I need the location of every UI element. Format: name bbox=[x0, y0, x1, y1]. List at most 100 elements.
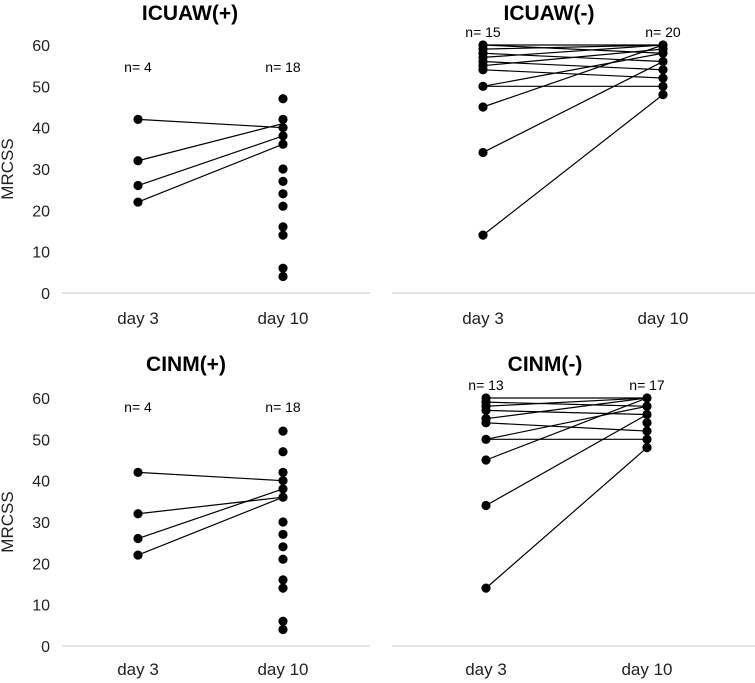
data-point-day10 bbox=[278, 222, 288, 232]
data-point-day10 bbox=[278, 230, 288, 240]
n-count-label: n= 15 bbox=[465, 24, 501, 40]
paired-line bbox=[482, 44, 664, 108]
data-point-day3 bbox=[481, 434, 491, 444]
data-point-day10 bbox=[278, 529, 288, 540]
chart-title: ICUAW(+) bbox=[142, 2, 238, 25]
paired-line bbox=[485, 422, 648, 432]
data-point-day10 bbox=[278, 426, 288, 436]
data-point-day10 bbox=[642, 434, 652, 444]
data-point-day3 bbox=[133, 467, 143, 477]
y-axis-label: MRCSS bbox=[0, 491, 17, 552]
paired-line bbox=[482, 94, 664, 236]
y-tick-label: 20 bbox=[32, 203, 50, 220]
y-tick-label: 40 bbox=[32, 474, 50, 491]
data-point-day3 bbox=[133, 156, 143, 166]
data-point-day3 bbox=[133, 180, 143, 191]
paired-line bbox=[137, 496, 284, 556]
data-point-day3 bbox=[133, 114, 143, 124]
data-point-day3 bbox=[481, 418, 491, 428]
chart-title: CINM(-) bbox=[508, 353, 583, 376]
x-tick-label: day 10 bbox=[257, 309, 308, 328]
paired-line bbox=[485, 397, 648, 420]
n-count-label: n= 13 bbox=[468, 377, 504, 393]
data-point-day10 bbox=[658, 65, 668, 75]
data-point-day10 bbox=[278, 624, 288, 635]
data-point-day10 bbox=[642, 401, 652, 411]
data-point-day10 bbox=[658, 81, 668, 91]
data-point-day10 bbox=[278, 554, 288, 564]
chart-panel-2: ICUAW(-) day 3 day 10 n= 15 n= 20 bbox=[392, 2, 755, 328]
data-point-day10 bbox=[278, 616, 288, 626]
paired-line bbox=[485, 409, 648, 416]
data-point-day10 bbox=[278, 467, 288, 477]
paired-line bbox=[485, 397, 648, 407]
y-tick-label: 0 bbox=[41, 286, 50, 303]
paired-line bbox=[482, 69, 664, 79]
data-point-day10 bbox=[278, 114, 288, 124]
data-point-day10 bbox=[278, 123, 288, 133]
data-point-day10 bbox=[278, 176, 288, 186]
data-point-day10 bbox=[278, 447, 288, 457]
x-tick-label: day 3 bbox=[462, 309, 504, 328]
paired-line bbox=[485, 414, 648, 506]
paired-line bbox=[137, 122, 284, 162]
paired-line bbox=[137, 118, 284, 129]
data-point-day3 bbox=[133, 197, 143, 207]
paired-line bbox=[482, 60, 664, 154]
data-point-day10 bbox=[278, 94, 288, 104]
data-point-day10 bbox=[642, 393, 652, 403]
data-point-day10 bbox=[278, 583, 288, 593]
data-point-day10 bbox=[658, 90, 668, 100]
data-point-day10 bbox=[278, 201, 288, 211]
chart-panel-1: ICUAW(+) 0 10 20 30 40 50 60 MRCSS day 3 day 10 n= … bbox=[0, 2, 370, 328]
paired-line bbox=[482, 52, 664, 87]
data-point-day3 bbox=[478, 65, 488, 75]
data-point-day3 bbox=[478, 230, 488, 240]
n-count-label: n= 18 bbox=[265, 59, 301, 75]
data-point-day10 bbox=[278, 263, 288, 273]
data-point-day10 bbox=[278, 575, 288, 585]
data-point-day10 bbox=[642, 426, 652, 436]
data-point-day10 bbox=[658, 56, 668, 67]
x-tick-label: day 3 bbox=[117, 309, 159, 328]
y-tick-label: 10 bbox=[32, 598, 50, 615]
y-tick-label: 60 bbox=[32, 391, 50, 408]
y-tick-label: 30 bbox=[32, 515, 50, 532]
data-point-day10 bbox=[278, 484, 288, 494]
n-count-label: n= 4 bbox=[124, 399, 152, 415]
data-point-day3 bbox=[478, 102, 488, 112]
x-tick-label: day 10 bbox=[621, 660, 672, 679]
data-point-day10 bbox=[278, 517, 288, 527]
y-tick-label: 20 bbox=[32, 556, 50, 573]
data-point-day3 bbox=[478, 81, 488, 91]
data-point-day3 bbox=[133, 533, 143, 544]
paired-line bbox=[485, 405, 648, 440]
paired-line bbox=[485, 401, 648, 407]
paired-line bbox=[482, 44, 664, 50]
x-tick-label: day 10 bbox=[637, 309, 688, 328]
data-point-day10 bbox=[642, 418, 652, 428]
data-point-day3 bbox=[481, 405, 491, 415]
paired-line bbox=[137, 496, 284, 515]
x-tick-label: day 3 bbox=[465, 660, 507, 679]
paired-line bbox=[485, 397, 648, 461]
chart-panel-3: CINM(+) 0 10 20 30 40 50 60 MRCSS day 3 day 10 n= 4… bbox=[0, 353, 370, 679]
y-tick-label: 40 bbox=[32, 121, 50, 138]
chart-title: ICUAW(-) bbox=[504, 2, 595, 25]
data-point-day10 bbox=[278, 189, 288, 199]
n-count-label: n= 17 bbox=[629, 377, 665, 393]
data-point-day10 bbox=[658, 73, 668, 83]
chart-panel-4: CINM(-) day 3 day 10 n= 13 n= 17 bbox=[392, 353, 755, 679]
data-point-day10 bbox=[278, 271, 288, 282]
paired-line bbox=[137, 471, 284, 482]
y-tick-label: 30 bbox=[32, 162, 50, 179]
y-tick-label: 10 bbox=[32, 245, 50, 262]
chart-title: CINM(+) bbox=[146, 353, 226, 376]
n-count-label: n= 18 bbox=[265, 399, 301, 415]
data-point-day3 bbox=[133, 509, 143, 519]
data-point-day10 bbox=[642, 409, 652, 420]
n-count-label: n= 20 bbox=[645, 24, 681, 40]
y-axis-label: MRCSS bbox=[0, 138, 17, 199]
paired-line bbox=[482, 44, 664, 58]
